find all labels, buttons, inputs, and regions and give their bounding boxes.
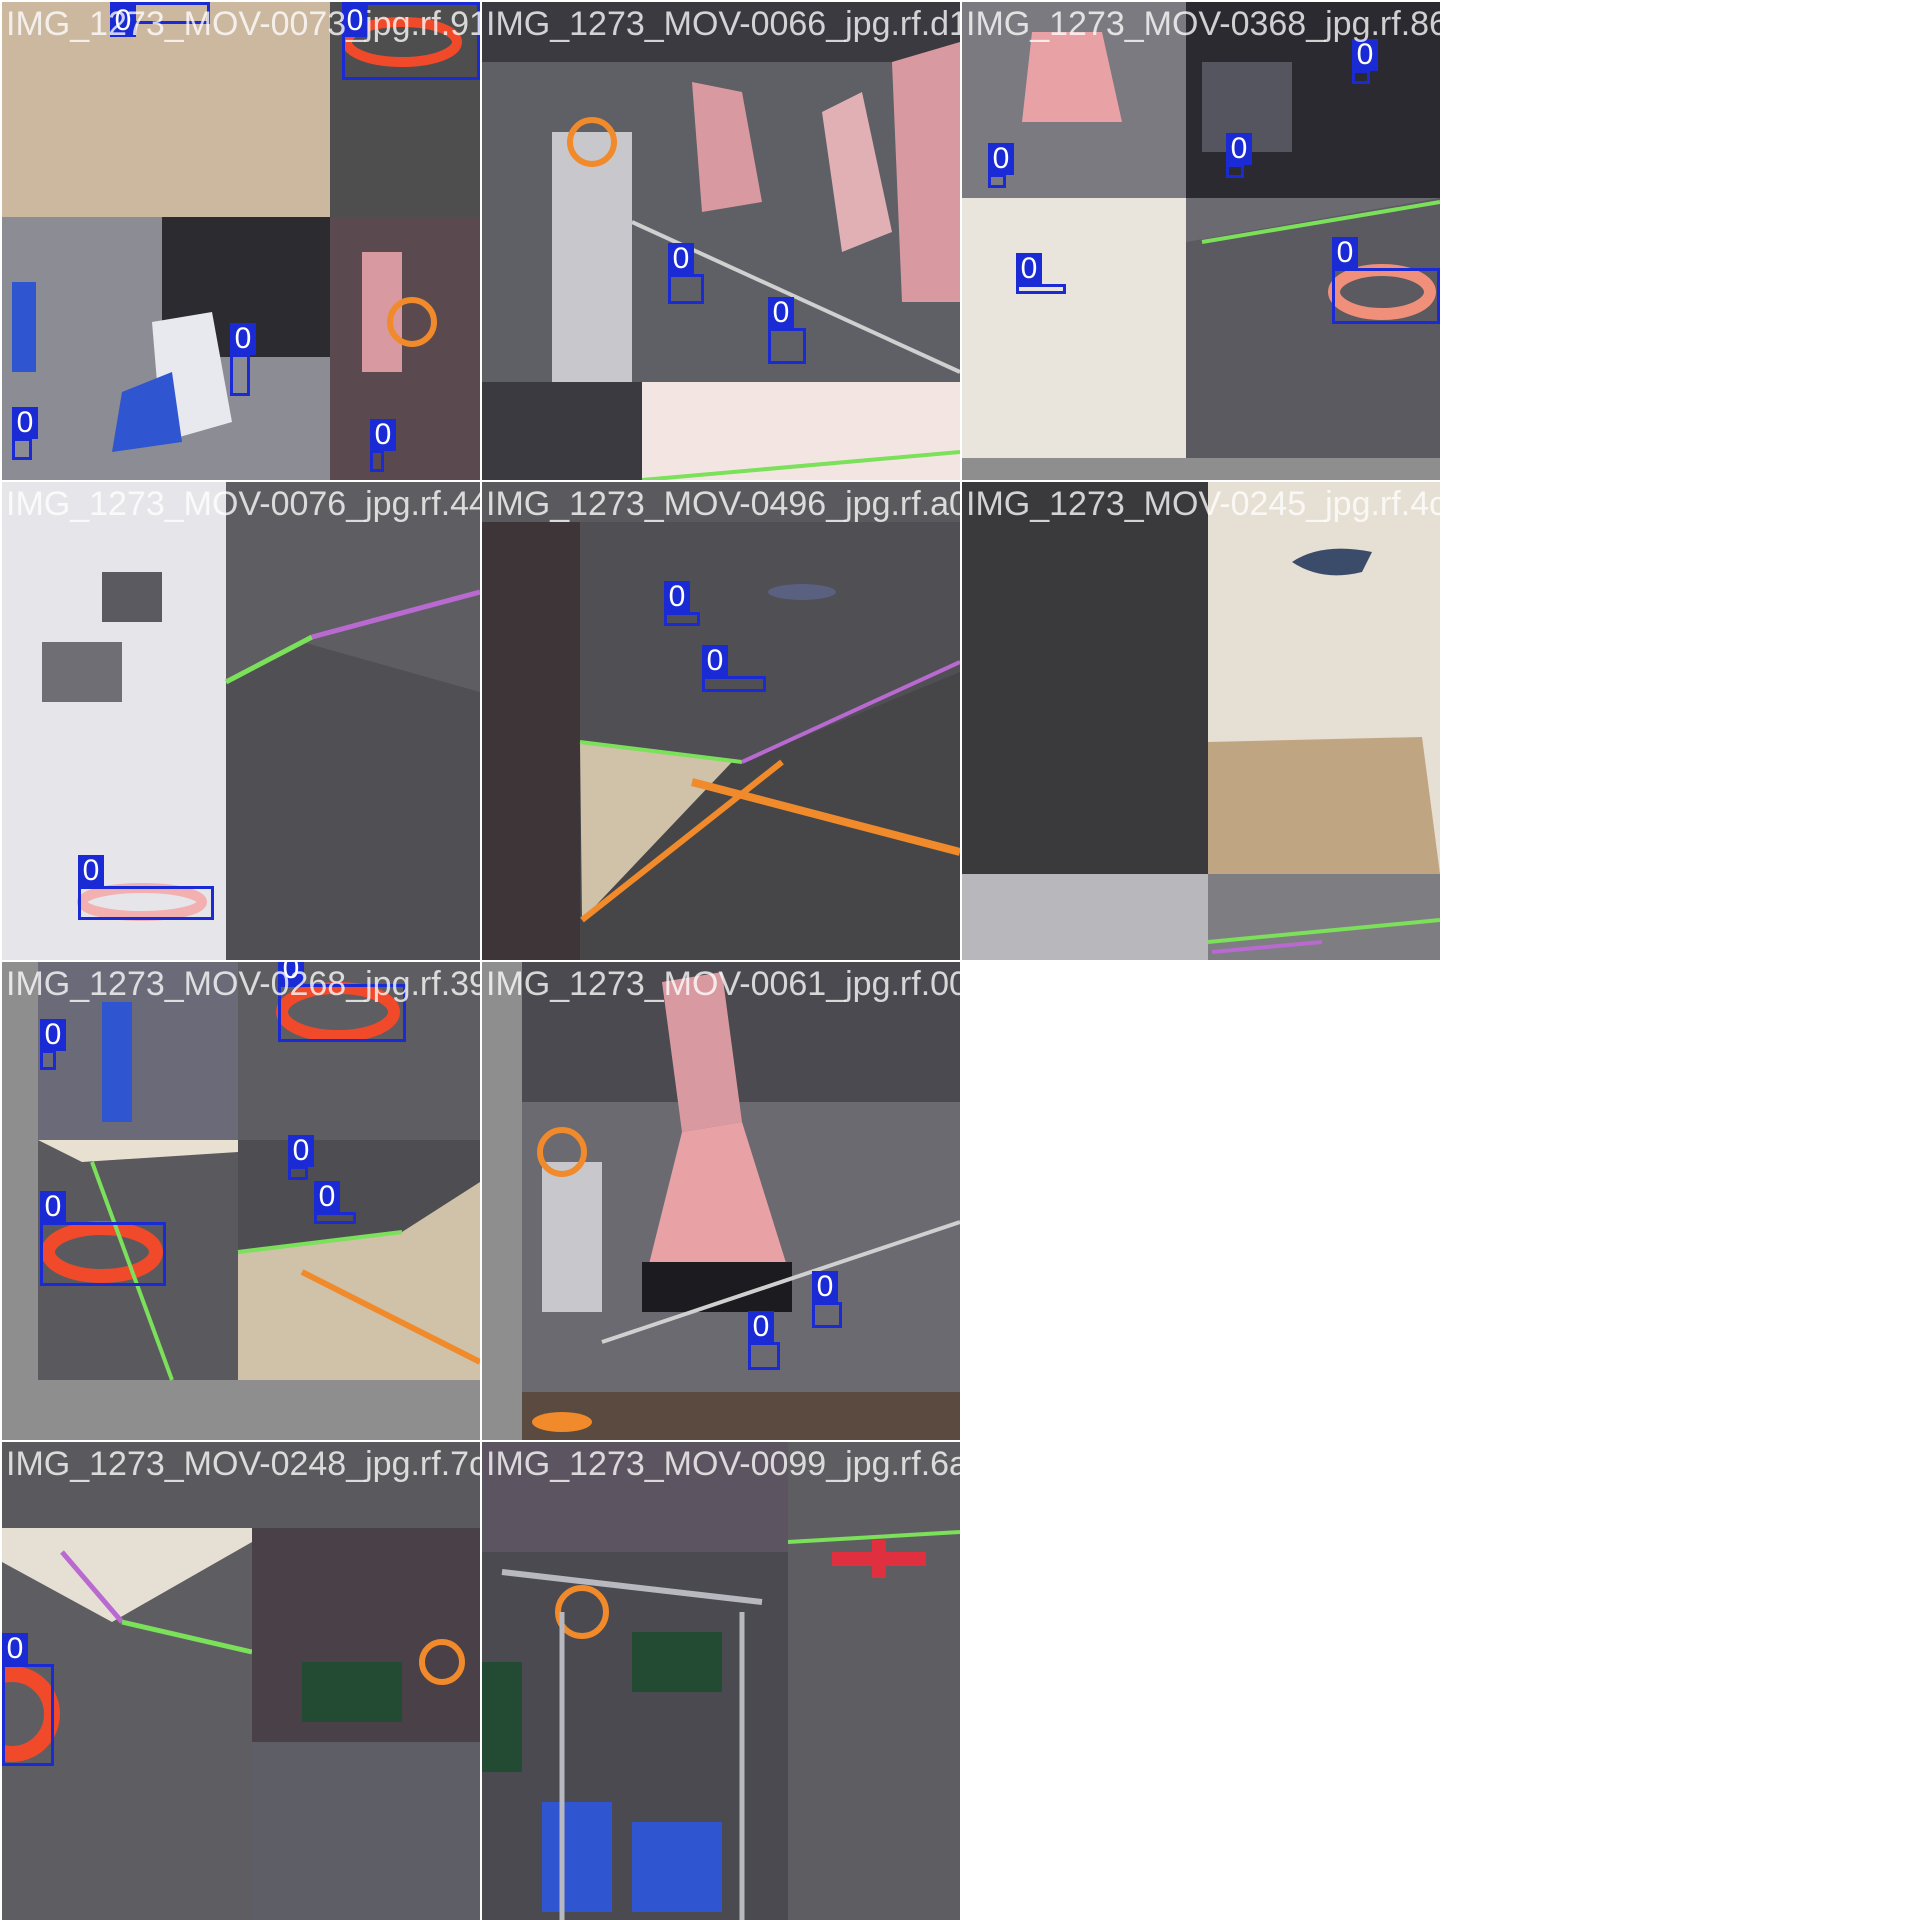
class-label: 0 <box>812 1271 838 1303</box>
detection-box: 0 <box>768 297 806 364</box>
detection-box: 0 <box>40 1019 66 1070</box>
image-tile-6: IMG_1273_MOV-0245_jpg.rf.4cf25350171f68d <box>962 482 1440 960</box>
detection-box: 0 <box>110 2 210 37</box>
class-label: 0 <box>702 645 728 677</box>
detection-box: 0 <box>702 645 766 692</box>
image-tile-2: IMG_1273_MOV-0066_jpg.rf.d17c9b22f0e3a4b… <box>482 2 960 480</box>
class-label: 0 <box>2 1633 28 1665</box>
image-tile-1: IMG_1273_MOV-0073_jpg.rf.91d0e57d8b2e4c3… <box>2 2 480 480</box>
class-label: 0 <box>668 243 694 275</box>
detection-box: 0 <box>748 1311 780 1370</box>
tile-scene-4 <box>2 482 480 960</box>
class-label: 0 <box>1016 253 1042 285</box>
image-tile-10: IMG_1273_MOV-0099_jpg.rf.6abb8902789610b <box>482 1442 960 1920</box>
tile-scene-3 <box>962 2 1440 480</box>
tile-scene-9 <box>2 1442 480 1920</box>
detection-box: 0 <box>2 1633 54 1766</box>
image-tile-3: IMG_1273_MOV-0368_jpg.rf.86959eac15489 0… <box>962 2 1440 480</box>
class-label: 0 <box>78 855 104 887</box>
detection-box: 0 <box>342 2 480 80</box>
class-label: 0 <box>664 581 690 613</box>
detection-box: 0 <box>314 1181 356 1224</box>
detection-box: 0 <box>40 1191 166 1286</box>
detection-box: 0 <box>288 1135 314 1180</box>
class-label: 0 <box>288 1135 314 1167</box>
detection-box: 0 <box>1226 133 1252 178</box>
class-label: 0 <box>40 1191 66 1223</box>
tile-scene-7 <box>2 962 480 1440</box>
detection-box: 0 <box>278 962 406 1042</box>
detection-box: 0 <box>812 1271 842 1328</box>
class-label: 0 <box>230 323 256 355</box>
detection-box: 0 <box>1016 253 1066 294</box>
detection-box: 0 <box>668 243 704 304</box>
tile-scene-5 <box>482 482 960 960</box>
detection-box: 0 <box>988 143 1014 188</box>
class-label: 0 <box>1332 237 1358 269</box>
class-label: 0 <box>12 407 38 439</box>
image-tile-8: IMG_1273_MOV-0061_jpg.rf.00279e66146e1 0… <box>482 962 960 1440</box>
tile-scene-8 <box>482 962 960 1440</box>
class-label: 0 <box>748 1311 774 1343</box>
detection-box: 0 <box>230 323 256 396</box>
detection-box: 0 <box>664 581 700 626</box>
class-label: 0 <box>110 5 136 37</box>
class-label: 0 <box>314 1181 340 1213</box>
tile-scene-6 <box>962 482 1440 960</box>
class-label: 0 <box>370 419 396 451</box>
tile-scene-1 <box>2 2 480 480</box>
class-label: 0 <box>1226 133 1252 165</box>
tile-scene-2 <box>482 2 960 480</box>
detection-box: 0 <box>370 419 396 472</box>
image-tile-4: IMG_1273_MOV-0076_jpg.rf.44c0f65ab0c9d1e… <box>2 482 480 960</box>
image-tile-7: IMG_1273_MOV-0268_jpg.rf.39f9ad6b63740b1… <box>2 962 480 1440</box>
detection-box: 0 <box>1352 39 1378 84</box>
tile-scene-10 <box>482 1442 960 1920</box>
detection-box: 0 <box>12 407 38 460</box>
detection-box: 0 <box>78 855 214 920</box>
class-label: 0 <box>768 297 794 329</box>
class-label: 0 <box>278 962 304 985</box>
image-tile-9: IMG_1273_MOV-0248_jpg.rf.7cb21273887a006… <box>2 1442 480 1920</box>
class-label: 0 <box>342 5 368 37</box>
class-label: 0 <box>40 1019 66 1051</box>
class-label: 0 <box>1352 39 1378 71</box>
image-tile-5: IMG_1273_MOV-0496_jpg.rf.a04a872a4403c1b… <box>482 482 960 960</box>
detection-box: 0 <box>1332 237 1440 324</box>
class-label: 0 <box>988 143 1014 175</box>
